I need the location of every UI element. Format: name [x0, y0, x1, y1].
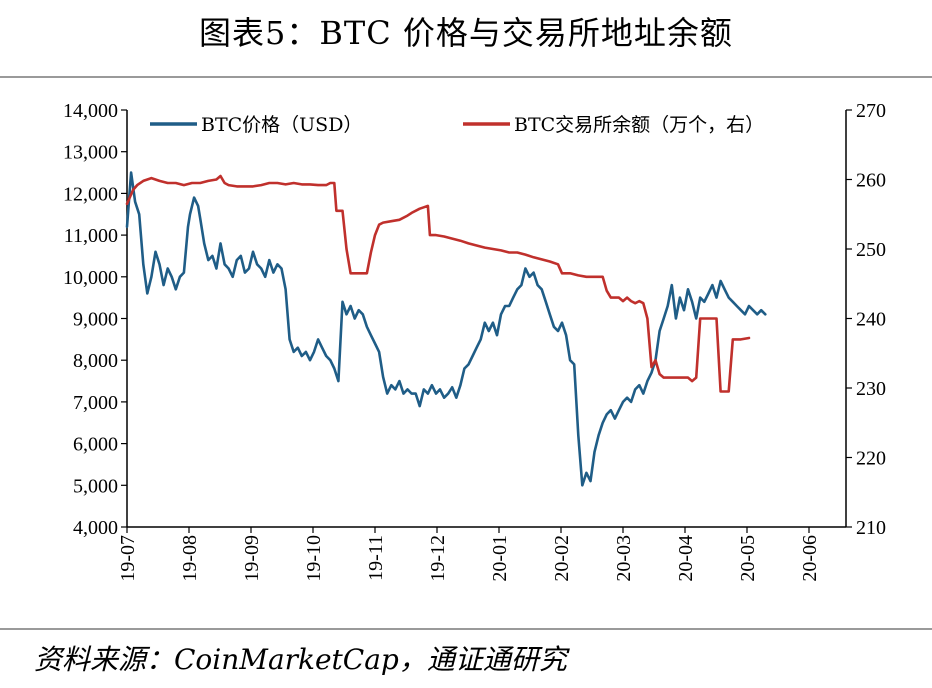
x-tick-label: 20-01: [489, 535, 511, 582]
chart-canvas: 4,000 5,000 6,000 7,000 8,000 9,000 10,000 11,0…: [63, 100, 886, 582]
x-tick-label: 19-10: [303, 535, 325, 582]
legend-label-price: BTC价格（USD）: [201, 114, 362, 136]
x-tick-label: 20-04: [675, 535, 697, 582]
source-note: 资料来源：CoinMarketCap，通证通研究: [34, 643, 567, 676]
right-tick-label: 250: [856, 239, 886, 261]
left-tick-label: 6,000: [73, 434, 118, 456]
x-tick-label: 19-12: [427, 535, 449, 582]
left-tick-label: 7,000: [73, 392, 118, 414]
left-tick-label: 13,000: [63, 142, 118, 164]
x-tick-label: 20-03: [613, 535, 635, 582]
left-tick-label: 12,000: [63, 183, 118, 205]
right-tick-label: 210: [856, 517, 886, 539]
btc-price-line: [125, 171, 767, 487]
x-tick-label: 20-06: [799, 535, 821, 582]
left-tick-label: 9,000: [73, 309, 118, 331]
right-tick-label: 260: [856, 170, 886, 192]
left-tick-label: 8,000: [73, 350, 118, 372]
right-tick-label: 270: [856, 100, 886, 122]
chart-title: 图表5：BTC 价格与交易所地址余额: [199, 14, 733, 52]
x-tick-label: 20-05: [737, 535, 759, 582]
source-divider: [0, 628, 932, 630]
x-tick-label: 19-08: [179, 535, 201, 582]
title-divider: [0, 76, 932, 78]
legend-label-balance: BTC交易所余额（万个，右）: [514, 114, 764, 136]
left-tick-label: 11,000: [64, 225, 118, 247]
right-tick-label: 230: [856, 378, 886, 400]
legend: BTC价格（USD） BTC交易所余额（万个，右）: [150, 114, 764, 136]
left-tick-label: 10,000: [63, 267, 118, 289]
left-tick-label: 4,000: [73, 517, 118, 539]
right-tick-label: 220: [856, 448, 886, 470]
exchange-balance-line: [125, 174, 751, 393]
x-tick-label: 19-07: [117, 535, 139, 582]
x-tick-label: 19-09: [241, 535, 263, 582]
left-tick-label: 14,000: [63, 100, 118, 122]
right-tick-label: 240: [856, 309, 886, 331]
left-tick-label: 5,000: [73, 475, 118, 497]
x-tick-label: 19-11: [365, 535, 387, 581]
x-tick-label: 20-02: [551, 535, 573, 582]
